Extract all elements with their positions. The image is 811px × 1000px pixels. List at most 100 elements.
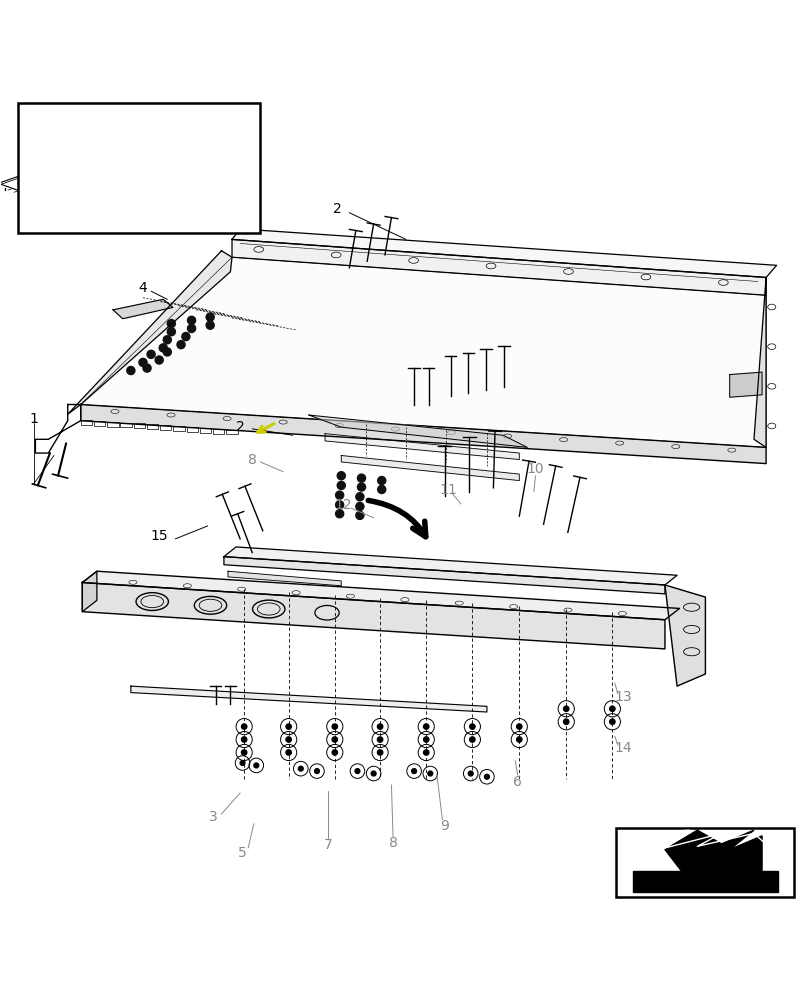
Circle shape bbox=[423, 724, 428, 729]
Circle shape bbox=[206, 321, 214, 329]
Text: 10: 10 bbox=[526, 462, 543, 476]
Circle shape bbox=[357, 483, 365, 491]
Circle shape bbox=[335, 510, 343, 518]
Polygon shape bbox=[664, 585, 705, 686]
Circle shape bbox=[423, 737, 428, 742]
Circle shape bbox=[469, 724, 474, 729]
Circle shape bbox=[314, 769, 319, 773]
Text: 5: 5 bbox=[238, 846, 247, 860]
Bar bbox=[147, 424, 158, 429]
Circle shape bbox=[377, 485, 385, 494]
Text: 9: 9 bbox=[440, 819, 448, 833]
Polygon shape bbox=[224, 547, 676, 585]
Circle shape bbox=[377, 737, 382, 742]
Circle shape bbox=[563, 719, 569, 724]
Circle shape bbox=[354, 769, 359, 773]
Bar bbox=[134, 423, 145, 428]
Circle shape bbox=[377, 477, 385, 485]
Text: 4: 4 bbox=[139, 281, 147, 295]
Text: 8: 8 bbox=[388, 836, 397, 850]
Circle shape bbox=[332, 750, 337, 755]
Text: 12: 12 bbox=[333, 498, 351, 512]
Circle shape bbox=[335, 501, 343, 509]
Circle shape bbox=[355, 511, 363, 519]
Circle shape bbox=[182, 332, 190, 341]
Circle shape bbox=[427, 771, 432, 776]
Bar bbox=[94, 421, 105, 426]
Circle shape bbox=[177, 341, 185, 349]
Polygon shape bbox=[729, 372, 761, 397]
Polygon shape bbox=[341, 455, 519, 481]
Circle shape bbox=[167, 328, 175, 336]
Circle shape bbox=[206, 313, 214, 321]
Polygon shape bbox=[632, 871, 777, 892]
Circle shape bbox=[155, 356, 163, 364]
Circle shape bbox=[377, 724, 382, 729]
Circle shape bbox=[241, 750, 247, 755]
Circle shape bbox=[298, 766, 303, 771]
Polygon shape bbox=[228, 571, 341, 586]
Circle shape bbox=[285, 737, 291, 742]
Circle shape bbox=[147, 350, 155, 358]
Bar bbox=[200, 428, 211, 433]
Circle shape bbox=[163, 348, 171, 356]
Text: 6: 6 bbox=[513, 775, 521, 789]
Circle shape bbox=[254, 763, 259, 768]
Circle shape bbox=[563, 706, 569, 711]
Circle shape bbox=[159, 344, 167, 352]
Bar bbox=[212, 429, 224, 434]
Polygon shape bbox=[80, 405, 765, 464]
Circle shape bbox=[484, 774, 489, 779]
Polygon shape bbox=[232, 229, 775, 277]
Text: 2: 2 bbox=[333, 202, 341, 216]
Circle shape bbox=[285, 750, 291, 755]
Circle shape bbox=[187, 316, 195, 324]
Bar bbox=[616, 828, 793, 897]
Bar bbox=[174, 426, 184, 431]
Polygon shape bbox=[67, 251, 232, 414]
Circle shape bbox=[335, 491, 343, 499]
Bar bbox=[160, 425, 171, 430]
Circle shape bbox=[285, 724, 291, 729]
Circle shape bbox=[516, 724, 521, 729]
Circle shape bbox=[127, 366, 135, 375]
Text: 14: 14 bbox=[613, 741, 631, 755]
Circle shape bbox=[355, 502, 363, 511]
Circle shape bbox=[355, 493, 363, 501]
Text: 8: 8 bbox=[247, 453, 256, 467]
Circle shape bbox=[143, 364, 151, 372]
Circle shape bbox=[377, 750, 382, 755]
Polygon shape bbox=[113, 299, 173, 319]
Circle shape bbox=[357, 474, 365, 482]
Circle shape bbox=[609, 706, 614, 711]
Circle shape bbox=[337, 472, 345, 480]
Polygon shape bbox=[82, 583, 664, 649]
Polygon shape bbox=[664, 830, 761, 871]
Text: 3: 3 bbox=[208, 810, 217, 824]
Polygon shape bbox=[232, 239, 765, 295]
Circle shape bbox=[609, 719, 614, 724]
Bar bbox=[187, 427, 198, 432]
Polygon shape bbox=[308, 415, 526, 447]
Bar bbox=[226, 430, 238, 434]
Bar bbox=[18, 103, 260, 233]
Circle shape bbox=[187, 324, 195, 332]
Circle shape bbox=[332, 737, 337, 742]
Text: 1: 1 bbox=[29, 412, 38, 426]
Bar bbox=[80, 420, 92, 425]
Circle shape bbox=[139, 358, 147, 366]
Text: 15: 15 bbox=[150, 529, 168, 543]
Bar bbox=[107, 422, 118, 427]
Polygon shape bbox=[82, 571, 679, 620]
Circle shape bbox=[468, 771, 473, 776]
Polygon shape bbox=[324, 434, 519, 460]
Circle shape bbox=[163, 336, 171, 344]
Circle shape bbox=[371, 771, 375, 776]
Circle shape bbox=[240, 761, 245, 765]
Circle shape bbox=[241, 724, 247, 729]
Circle shape bbox=[337, 481, 345, 489]
Text: 2: 2 bbox=[235, 420, 244, 434]
Text: 13: 13 bbox=[613, 690, 631, 704]
Polygon shape bbox=[224, 557, 664, 594]
Text: 11: 11 bbox=[439, 483, 457, 497]
